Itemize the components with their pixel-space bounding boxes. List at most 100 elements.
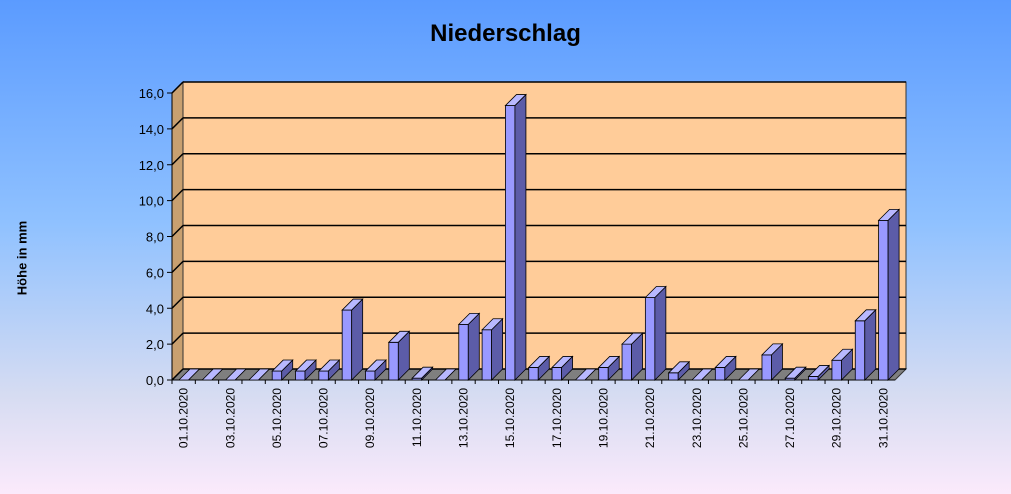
bar-front xyxy=(644,297,656,381)
x-tick-label: 11.10.2020 xyxy=(410,388,424,447)
x-tick-label: 01.10.2020 xyxy=(177,388,191,448)
bar-front xyxy=(761,354,772,381)
bar-front xyxy=(854,320,866,381)
bar-top xyxy=(830,348,854,361)
bar-front xyxy=(295,370,306,381)
bar xyxy=(877,208,901,381)
bar-top xyxy=(294,359,317,372)
bar-front xyxy=(831,359,842,381)
bar xyxy=(247,368,271,381)
plot-area xyxy=(170,80,908,382)
bar xyxy=(271,359,294,381)
y-tick-label: 0,0 xyxy=(146,373,164,388)
x-tick-label: 27.10.2020 xyxy=(783,388,797,448)
bar xyxy=(294,359,317,381)
bar xyxy=(434,368,457,381)
x-tick-label: 17.10.2020 xyxy=(550,388,564,448)
bar xyxy=(714,355,737,381)
bar-side xyxy=(864,308,877,381)
bar-front xyxy=(528,367,539,381)
x-tick-label: 25.10.2020 xyxy=(736,388,750,448)
y-tick-label: 14,0 xyxy=(139,122,164,137)
y-tick-label: 2,0 xyxy=(146,337,164,352)
bar xyxy=(481,317,504,381)
bar-top xyxy=(434,368,457,381)
bar xyxy=(224,368,248,381)
bar xyxy=(854,308,877,381)
bar-top xyxy=(621,332,644,345)
gridline-left xyxy=(171,296,184,309)
bar-top xyxy=(341,298,364,311)
bar xyxy=(737,368,761,381)
gridline-left xyxy=(171,260,184,273)
bar-top xyxy=(714,356,737,368)
bar xyxy=(387,330,411,381)
bar-side xyxy=(654,285,667,381)
bar-front xyxy=(551,367,562,381)
x-tick-label: 23.10.2020 xyxy=(690,388,704,448)
bar-top xyxy=(317,359,341,372)
bar-side xyxy=(514,93,527,381)
bar xyxy=(644,285,667,381)
bar-top xyxy=(644,286,667,298)
y-tick-label: 4,0 xyxy=(146,301,164,316)
x-tick-label: 29.10.2020 xyxy=(830,388,844,448)
bar xyxy=(527,355,551,381)
bar xyxy=(761,342,784,381)
bar-front xyxy=(668,372,679,381)
gridline-left xyxy=(171,81,184,94)
bar-top xyxy=(457,312,481,325)
bar-top xyxy=(807,365,831,377)
bar-top xyxy=(504,94,527,106)
bar-top xyxy=(177,368,201,381)
bar-front xyxy=(365,370,376,381)
bar-front xyxy=(808,376,819,381)
bar-top xyxy=(271,359,294,372)
chart-title: Niederschlag xyxy=(430,20,581,47)
bar xyxy=(784,366,807,381)
bar-front xyxy=(271,370,283,381)
bars xyxy=(177,93,901,381)
x-tick-label: 19.10.2020 xyxy=(596,388,610,448)
bar xyxy=(411,366,434,381)
gridline-left xyxy=(171,332,184,345)
y-tick-labels: 0,0 2,0 4,0 6,0 8,0 10,0 12,0 14,0 16,0 xyxy=(139,86,164,388)
gridline-left xyxy=(171,153,184,166)
bar xyxy=(364,359,387,381)
bar-front xyxy=(341,309,353,381)
bar-top xyxy=(784,366,807,379)
y-tick-label: 8,0 xyxy=(146,230,164,245)
bar-top xyxy=(691,368,714,381)
bar xyxy=(457,312,481,381)
bar-top xyxy=(854,309,877,322)
x-tick-labels: 01.10.2020 03.10.2020 05.10.2020 07.10.2020… xyxy=(171,380,890,448)
bar-front xyxy=(878,219,889,381)
bar xyxy=(597,355,621,381)
bar-top xyxy=(247,368,271,381)
bar xyxy=(504,93,527,381)
bar xyxy=(621,332,644,381)
bar-front xyxy=(598,367,609,381)
x-tick-label: 07.10.2020 xyxy=(317,388,331,448)
bar-front xyxy=(714,367,726,381)
bar-front xyxy=(458,323,469,381)
bar-top xyxy=(877,208,901,221)
bar xyxy=(341,298,364,381)
bar-top xyxy=(667,361,691,374)
bar-front xyxy=(621,343,632,381)
bar-front xyxy=(388,341,399,381)
bar-top xyxy=(551,356,574,368)
bar-top xyxy=(387,330,411,343)
x-tick-label: 03.10.2020 xyxy=(223,388,237,448)
gridline-left xyxy=(171,189,184,202)
x-tick-label: 31.10.2020 xyxy=(876,388,890,448)
bar-top xyxy=(527,356,551,368)
x-tick-label: 21.10.2020 xyxy=(643,388,657,448)
y-tick-label: 6,0 xyxy=(146,265,164,280)
gridline-left xyxy=(171,117,184,130)
bar-front xyxy=(505,105,516,381)
bar-front xyxy=(481,329,493,381)
y-tick-label: 16,0 xyxy=(139,86,164,101)
bar xyxy=(667,360,691,381)
bar-top xyxy=(597,356,621,368)
